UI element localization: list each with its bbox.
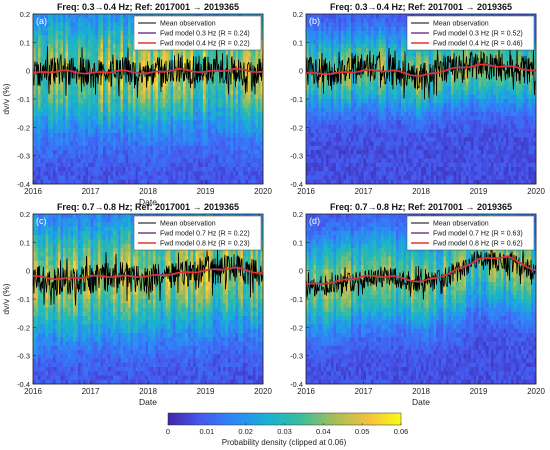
y-tick-label: 0 bbox=[26, 267, 30, 276]
panel-label: (a) bbox=[36, 16, 47, 26]
x-tick-label: 2016 bbox=[297, 387, 315, 396]
legend-entry: Mean observation bbox=[433, 221, 489, 228]
y-tick-label: 0.1 bbox=[20, 38, 30, 47]
legend-entry: Mean observation bbox=[433, 21, 489, 28]
legend-entry: Mean observation bbox=[160, 221, 216, 228]
y-tick-label: 0.1 bbox=[293, 38, 303, 47]
y-tick-label: 0.1 bbox=[293, 238, 303, 247]
x-tick-label: 2018 bbox=[139, 387, 157, 396]
x-tick-label: 2016 bbox=[297, 187, 315, 196]
panel-title: Freq: 0.3→0.4 Hz; Ref: 2017001 → 2019365 bbox=[330, 2, 512, 12]
x-tick-label: 2019 bbox=[197, 187, 215, 196]
y-tick-label: -0.3 bbox=[17, 152, 30, 161]
x-axis-label: Date bbox=[139, 197, 157, 207]
panel-title: Freq: 0.7→0.8 Hz; Ref: 2017001 → 2019365 bbox=[57, 202, 239, 212]
panel-c: Freq: 0.7→0.8 Hz; Ref: 2017001 → 2019365… bbox=[1, 202, 272, 407]
panel-label: (c) bbox=[36, 216, 47, 226]
x-tick-label: 2017 bbox=[82, 387, 100, 396]
y-tick-label: -0.1 bbox=[290, 95, 303, 104]
y-tick-label: -0.3 bbox=[290, 352, 303, 361]
x-tick-label: 2020 bbox=[254, 387, 272, 396]
panel-title: Freq: 0.7→0.8 Hz; Ref: 2017001 → 2019365 bbox=[330, 202, 512, 212]
y-tick-label: -0.4 bbox=[17, 380, 30, 389]
y-tick-label: 0.2 bbox=[20, 210, 30, 219]
x-tick-label: 2017 bbox=[355, 387, 373, 396]
legend: Mean observation Fwd model 0.3 Hz (R = 0.… bbox=[406, 15, 535, 51]
y-tick-label: 0 bbox=[299, 67, 303, 76]
y-tick-label: -0.1 bbox=[17, 295, 30, 304]
series-line-2 bbox=[33, 266, 264, 280]
x-tick-label: 2020 bbox=[527, 187, 545, 196]
colorbar-label: Probability density (clipped at 0.06) bbox=[222, 438, 347, 447]
panel-a: Freq: 0.3→0.4 Hz; Ref: 2017001 → 2019365… bbox=[1, 2, 272, 207]
x-tick-label: 2019 bbox=[197, 387, 215, 396]
x-tick-label: 2020 bbox=[527, 387, 545, 396]
x-tick-label: 2018 bbox=[412, 387, 430, 396]
panel-label: (b) bbox=[309, 16, 320, 26]
colorbar-tick-label: 0.05 bbox=[355, 427, 370, 436]
x-tick-label: 2020 bbox=[254, 187, 272, 196]
y-tick-label: 0.2 bbox=[293, 10, 303, 19]
colorbar-tick-label: 0.02 bbox=[238, 427, 253, 436]
x-tick-label: 2016 bbox=[24, 187, 42, 196]
x-tick-label: 2016 bbox=[24, 387, 42, 396]
y-tick-label: 0.2 bbox=[293, 210, 303, 219]
legend-entry: Mean observation bbox=[160, 21, 216, 28]
legend-entry: Fwd model 0.3 Hz (R = 0.24) bbox=[160, 31, 250, 38]
series-line-2 bbox=[305, 255, 537, 285]
colorbar-tick-label: 0 bbox=[166, 427, 170, 436]
colorbar-tick-label: 0.03 bbox=[277, 427, 292, 436]
panel-d: Freq: 0.7→0.8 Hz; Ref: 2017001 → 2019365… bbox=[290, 202, 545, 407]
panel-title: Freq: 0.3→0.4 Hz; Ref: 2017001 → 2019365 bbox=[57, 2, 239, 12]
legend: Mean observation Fwd model 0.7 Hz (R = 0.… bbox=[133, 215, 262, 251]
y-tick-label: -0.4 bbox=[290, 380, 303, 389]
y-tick-label: 0 bbox=[26, 67, 30, 76]
y-tick-label: -0.2 bbox=[17, 323, 30, 332]
y-tick-label: -0.4 bbox=[17, 180, 30, 189]
colorbar-tick-label: 0.01 bbox=[200, 427, 215, 436]
y-tick-label: -0.1 bbox=[290, 295, 303, 304]
series-line-0 bbox=[32, 46, 264, 98]
legend-entry: Fwd model 0.3 Hz (R = 0.52) bbox=[433, 31, 523, 38]
x-tick-label: 2018 bbox=[139, 187, 157, 196]
x-tick-label: 2018 bbox=[412, 187, 430, 196]
x-tick-label: 2019 bbox=[470, 387, 488, 396]
legend-entry: Fwd model 0.8 Hz (R = 0.23) bbox=[160, 241, 250, 248]
x-axis-label: Date bbox=[412, 397, 430, 407]
series-line-0 bbox=[305, 44, 537, 100]
x-tick-label: 2019 bbox=[470, 187, 488, 196]
y-tick-label: -0.2 bbox=[290, 323, 303, 332]
y-axis-label: dv/v (%) bbox=[1, 83, 11, 114]
y-tick-label: -0.4 bbox=[290, 180, 303, 189]
y-axis-label: dv/v (%) bbox=[1, 283, 11, 314]
y-tick-label: 0.1 bbox=[20, 238, 30, 247]
x-tick-label: 2017 bbox=[82, 187, 100, 196]
legend-entry: Fwd model 0.7 Hz (R = 0.22) bbox=[160, 231, 250, 238]
y-tick-label: -0.2 bbox=[290, 123, 303, 132]
legend: Mean observation Fwd model 0.7 Hz (R = 0.… bbox=[406, 215, 535, 251]
legend: Mean observation Fwd model 0.3 Hz (R = 0.… bbox=[133, 15, 262, 51]
y-tick-label: -0.2 bbox=[17, 123, 30, 132]
y-tick-label: 0.2 bbox=[20, 10, 30, 19]
y-tick-label: -0.3 bbox=[290, 152, 303, 161]
colorbar: 0 0.01 0.02 0.03 0.04 0.05 0.06 Probability de… bbox=[166, 412, 409, 447]
colorbar-tick-label: 0.04 bbox=[316, 427, 331, 436]
x-axis-label: Date bbox=[139, 397, 157, 407]
x-tick-label: 2017 bbox=[355, 187, 373, 196]
legend-entry: Fwd model 0.7 Hz (R = 0.63) bbox=[433, 231, 523, 238]
series-line-2 bbox=[32, 67, 263, 75]
y-tick-label: 0 bbox=[299, 267, 303, 276]
y-tick-label: -0.1 bbox=[17, 95, 30, 104]
legend-entry: Fwd model 0.4 Hz (R = 0.22) bbox=[160, 41, 250, 48]
y-tick-label: -0.3 bbox=[17, 352, 30, 361]
legend-entry: Fwd model 0.4 Hz (R = 0.46) bbox=[433, 41, 523, 48]
series-line-0 bbox=[32, 245, 264, 306]
panel-label: (d) bbox=[309, 216, 320, 226]
series-line-2 bbox=[305, 63, 536, 77]
legend-entry: Fwd model 0.8 Hz (R = 0.62) bbox=[433, 241, 523, 248]
panel-b: Freq: 0.3→0.4 Hz; Ref: 2017001 → 2019365… bbox=[290, 2, 545, 196]
colorbar-tick-label: 0.06 bbox=[394, 427, 409, 436]
